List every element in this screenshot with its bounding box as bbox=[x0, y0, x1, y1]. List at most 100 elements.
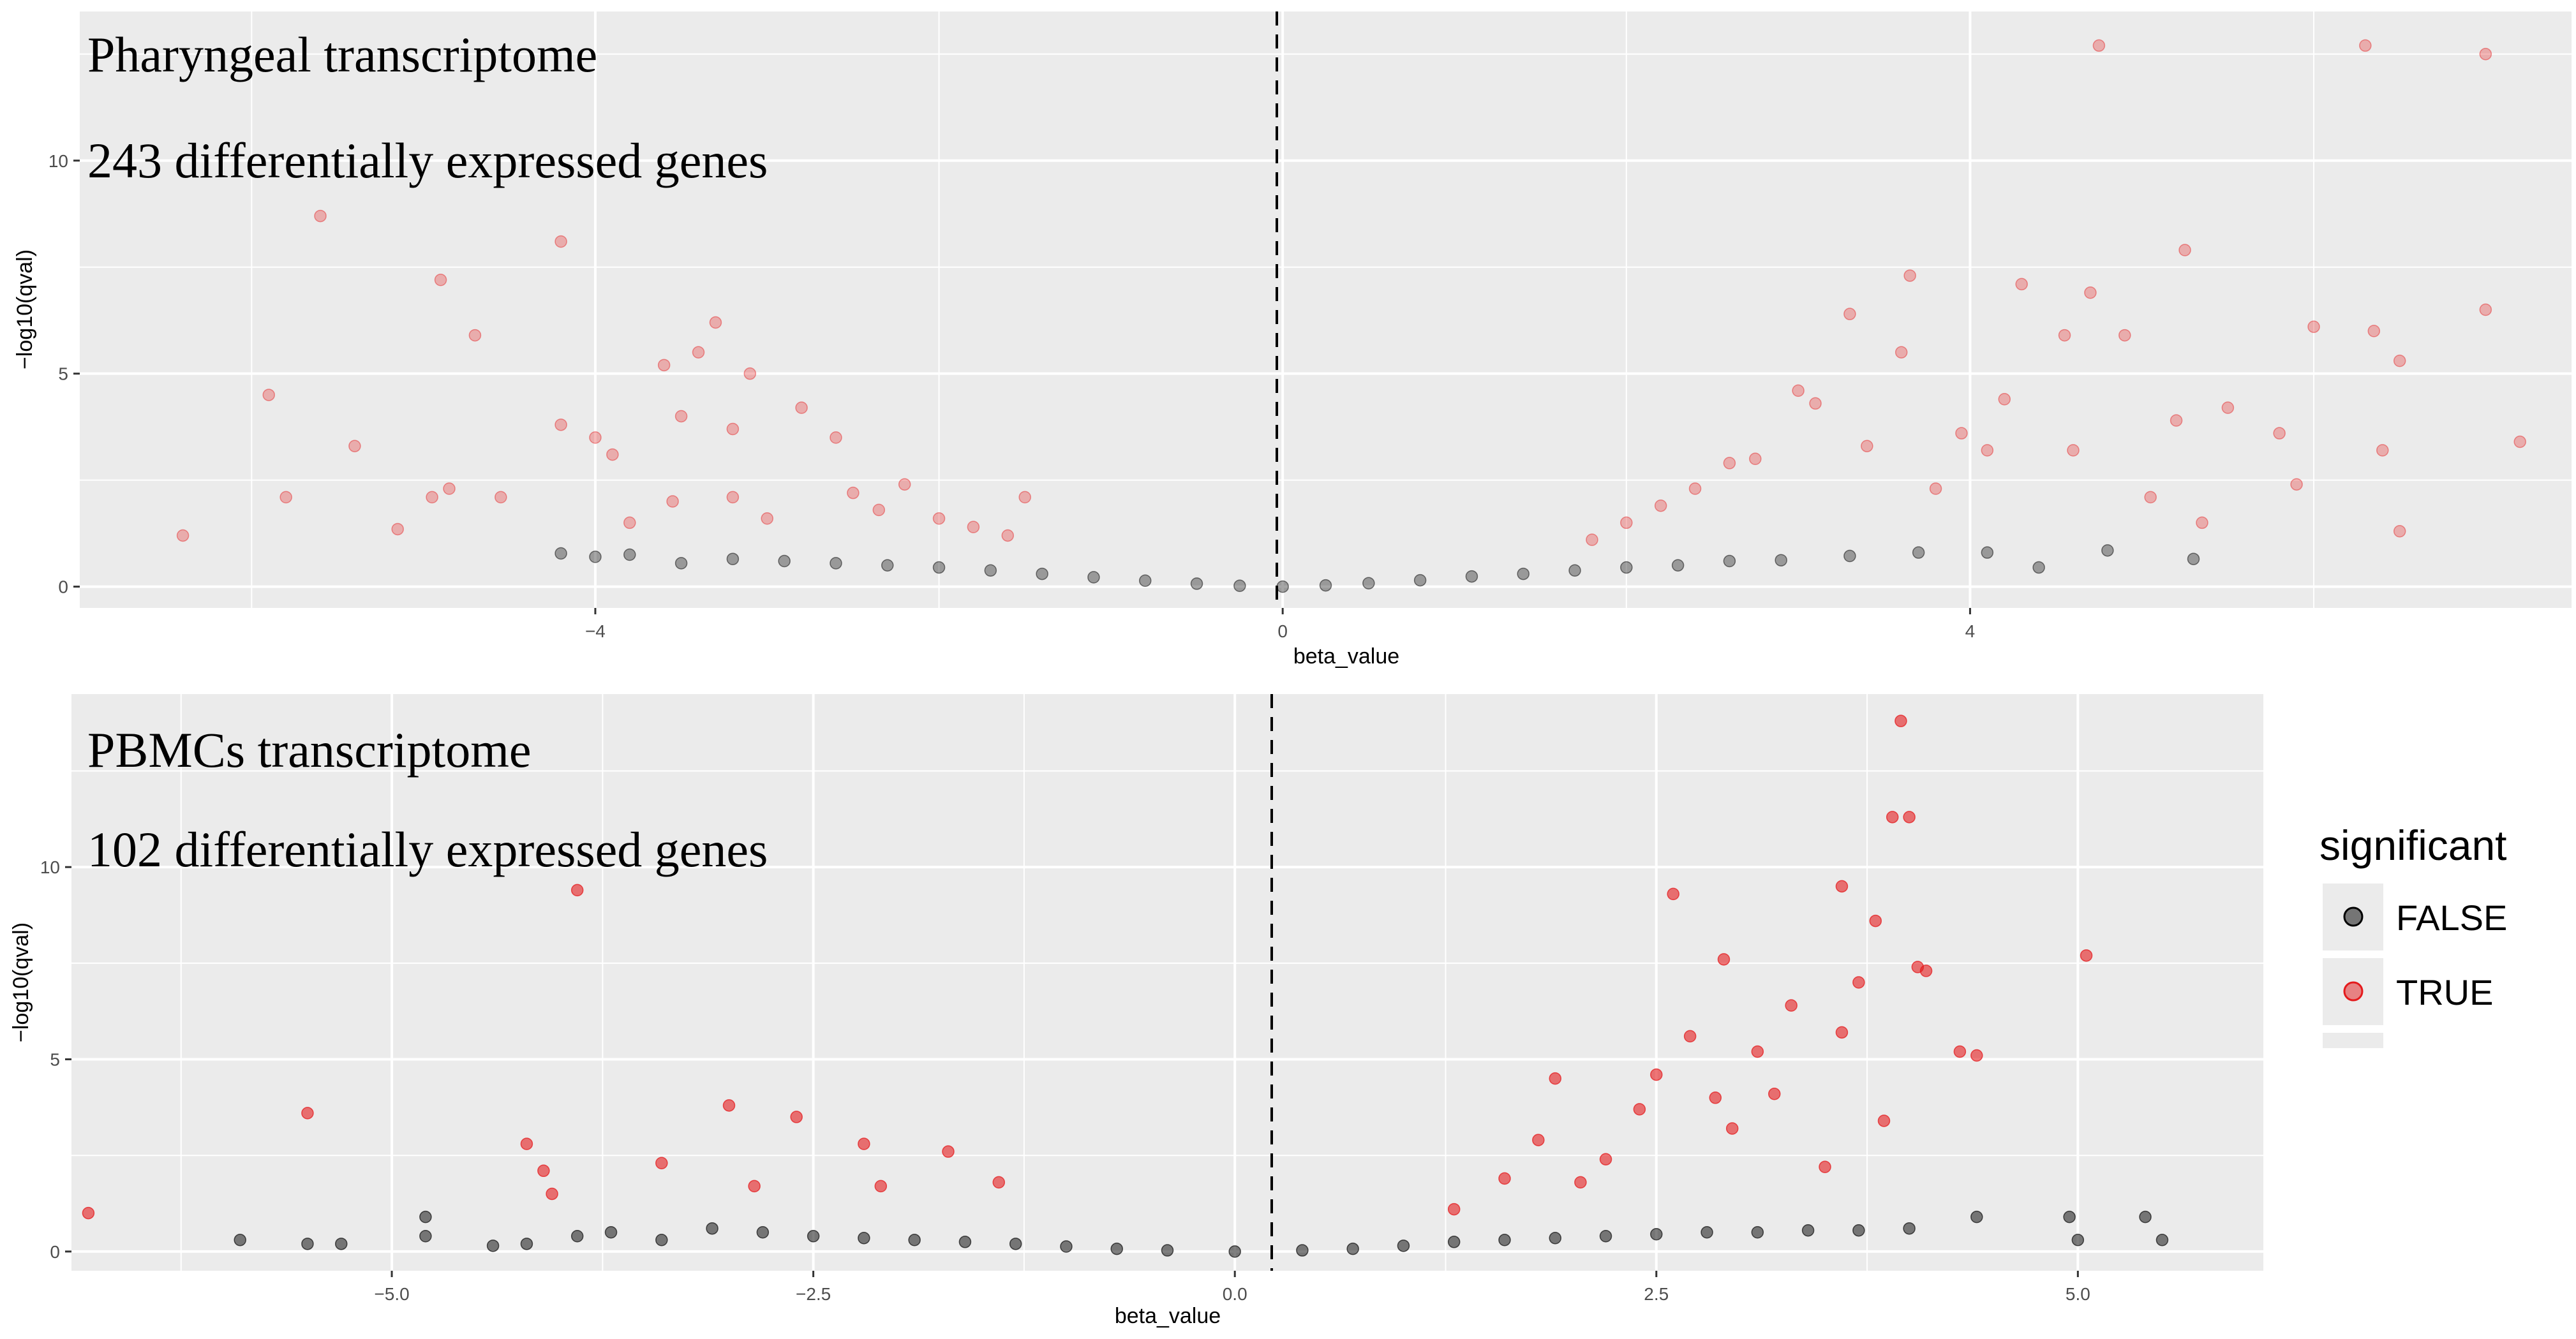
bottom-point-non-significant bbox=[1701, 1225, 1713, 1239]
bottom-x-tick-label: 5.0 bbox=[2066, 1284, 2090, 1304]
top-point-significant bbox=[2144, 491, 2157, 504]
top-point-significant bbox=[2376, 444, 2389, 457]
bottom-y-axis-title: −log10(qval) bbox=[9, 922, 33, 1042]
top-point-significant bbox=[391, 522, 404, 536]
bottom-panel-subtitle: 102 differentially expressed genes bbox=[87, 822, 768, 877]
top-point-non-significant bbox=[555, 547, 567, 560]
top-point-non-significant bbox=[1190, 577, 1203, 590]
bottom-point-significant bbox=[546, 1187, 558, 1201]
top-point-non-significant bbox=[674, 557, 688, 570]
top-point-non-significant bbox=[2187, 552, 2200, 565]
top-point-significant bbox=[1018, 491, 1031, 504]
top-x-tick-label: −4 bbox=[585, 621, 606, 641]
bottom-point-significant bbox=[1650, 1068, 1663, 1081]
top-point-significant bbox=[1929, 482, 1942, 495]
top-panel-subtitle: 243 differentially expressed genes bbox=[87, 133, 768, 188]
top-point-significant bbox=[1586, 533, 1598, 546]
top-point-significant bbox=[426, 491, 438, 504]
top-point-significant bbox=[623, 516, 636, 529]
top-point-non-significant bbox=[589, 551, 602, 563]
bottom-point-non-significant bbox=[1852, 1224, 1865, 1237]
top-point-significant bbox=[2273, 427, 2286, 440]
top-point-significant bbox=[2118, 329, 2131, 342]
top-y-tick-label: 5 bbox=[58, 364, 68, 384]
bottom-point-non-significant bbox=[1296, 1244, 1309, 1257]
top-point-significant bbox=[555, 235, 567, 248]
top-point-significant bbox=[2067, 444, 2080, 457]
bottom-point-non-significant bbox=[335, 1238, 348, 1250]
top-point-significant bbox=[2170, 414, 2183, 427]
bottom-point-significant bbox=[1709, 1091, 1722, 1104]
top-point-significant bbox=[1981, 444, 1994, 457]
top-point-significant bbox=[2196, 516, 2208, 529]
bottom-point-non-significant bbox=[756, 1225, 770, 1239]
bottom-point-significant bbox=[520, 1137, 533, 1150]
top-point-significant bbox=[657, 359, 671, 372]
top-point-significant bbox=[967, 521, 980, 533]
bottom-point-non-significant bbox=[520, 1238, 533, 1250]
top-x-tick-label: 4 bbox=[1965, 621, 1976, 641]
top-point-non-significant bbox=[1276, 580, 1289, 593]
top-y-tick-label: 10 bbox=[48, 151, 68, 171]
top-point-significant bbox=[2058, 329, 2071, 342]
top-x-axis-title: beta_value bbox=[1293, 644, 1399, 669]
top-point-significant bbox=[1903, 269, 1916, 282]
bottom-point-non-significant bbox=[2139, 1210, 2152, 1224]
top-x-tick-label: 0 bbox=[1277, 621, 1288, 641]
bottom-point-significant bbox=[655, 1157, 668, 1170]
top-point-non-significant bbox=[1465, 570, 1478, 583]
top-point-non-significant bbox=[1319, 579, 1332, 592]
top-point-significant bbox=[176, 529, 190, 542]
top-point-non-significant bbox=[1775, 554, 1787, 566]
bottom-point-non-significant bbox=[1228, 1245, 1241, 1258]
bottom-y-tick-label: 10 bbox=[40, 857, 60, 877]
top-point-significant bbox=[674, 410, 688, 423]
top-point-significant bbox=[348, 440, 361, 452]
bottom-point-non-significant bbox=[2155, 1234, 2169, 1247]
bottom-point-significant bbox=[301, 1107, 314, 1120]
bottom-point-significant bbox=[1683, 1030, 1697, 1043]
legend-key-empty-background bbox=[2323, 1033, 2383, 1048]
top-point-non-significant bbox=[1517, 567, 1530, 581]
top-y-axis-title: −log10(qval) bbox=[13, 249, 37, 369]
top-point-significant bbox=[2479, 303, 2492, 316]
bottom-point-significant bbox=[1717, 953, 1731, 966]
bottom-axis-ticks: −5.0 −2.5 0.0 2.5 5.0 0 5 10 bbox=[40, 857, 2090, 1304]
top-point-significant bbox=[1688, 482, 1702, 495]
bottom-x-tick-label: 2.5 bbox=[1644, 1284, 1669, 1304]
top-point-significant bbox=[279, 491, 292, 504]
top-point-significant bbox=[1843, 307, 1856, 320]
bottom-point-non-significant bbox=[1110, 1242, 1123, 1255]
bottom-point-significant bbox=[722, 1099, 736, 1112]
top-point-significant bbox=[932, 512, 946, 525]
top-point-significant bbox=[2367, 325, 2381, 337]
bottom-point-non-significant bbox=[2071, 1234, 2085, 1247]
top-point-significant bbox=[2178, 244, 2191, 256]
top-point-non-significant bbox=[1620, 561, 1633, 574]
bottom-point-significant bbox=[1953, 1045, 1967, 1058]
bottom-panel-title: PBMCs transcriptome bbox=[87, 722, 532, 778]
bottom-point-non-significant bbox=[1346, 1242, 1359, 1255]
bottom-point-significant bbox=[82, 1206, 95, 1220]
top-point-non-significant bbox=[2101, 544, 2114, 557]
bottom-x-axis-title: beta_value bbox=[1115, 1304, 1221, 1328]
bottom-point-non-significant bbox=[1903, 1222, 1916, 1235]
legend-label-false: FALSE bbox=[2396, 898, 2507, 938]
bottom-point-significant bbox=[1895, 714, 1907, 727]
bottom-point-significant bbox=[1549, 1072, 1561, 1085]
top-panel: −4 0 4 0 5 10 Pharyngeal transcriptome 243 di… bbox=[13, 11, 2572, 669]
top-point-significant bbox=[2092, 39, 2106, 52]
top-point-significant bbox=[1809, 397, 1822, 410]
top-point-significant bbox=[847, 486, 860, 499]
bottom-point-significant bbox=[1725, 1122, 1739, 1135]
bottom-point-non-significant bbox=[807, 1230, 820, 1243]
top-point-non-significant bbox=[1138, 574, 1152, 588]
bottom-point-significant bbox=[874, 1180, 888, 1193]
bottom-point-non-significant bbox=[604, 1225, 618, 1239]
legend-title: significant bbox=[2319, 822, 2507, 869]
top-point-significant bbox=[692, 346, 705, 359]
top-point-significant bbox=[2359, 39, 2372, 52]
top-point-significant bbox=[726, 422, 740, 436]
legend-label-true: TRUE bbox=[2396, 972, 2493, 1012]
bottom-point-significant bbox=[1633, 1103, 1646, 1116]
